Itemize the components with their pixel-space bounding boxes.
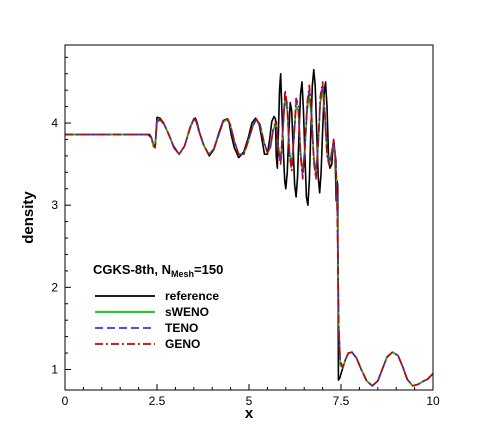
- x-tick-label: 5: [246, 394, 253, 408]
- legend-title-main: CGKS-8th, N: [93, 262, 171, 277]
- legend-title-suffix: =150: [194, 262, 223, 277]
- x-tick-label: 10: [426, 394, 440, 408]
- legend-label-reference: reference: [165, 289, 219, 303]
- x-tick-label: 2.5: [149, 394, 166, 408]
- legend-label-teno: TENO: [165, 321, 198, 335]
- legend-label-sweno: sWENO: [165, 305, 209, 319]
- legend-label-geno: GENO: [165, 337, 200, 351]
- legend-title: CGKS-8th, NMesh=150: [93, 262, 223, 279]
- y-tick-label: 4: [51, 116, 58, 130]
- ticks-layer: 0 2.5 5 7.5 10 1 2 3 4: [51, 56, 440, 408]
- series-layer: [65, 68, 434, 387]
- x-axis-title: x: [245, 405, 254, 422]
- y-tick-label: 3: [51, 198, 58, 212]
- series-line-geno: [65, 81, 434, 387]
- y-tick-label: 2: [51, 280, 58, 294]
- y-axis-title: density: [20, 191, 37, 244]
- x-tick-label: 7.5: [333, 394, 350, 408]
- y-tick-label: 1: [51, 362, 58, 376]
- x-tick-label: 0: [62, 394, 69, 408]
- legend: CGKS-8th, NMesh=150 reference sWENO TENO GE…: [93, 262, 223, 351]
- legend-title-subscript: Mesh: [171, 269, 194, 279]
